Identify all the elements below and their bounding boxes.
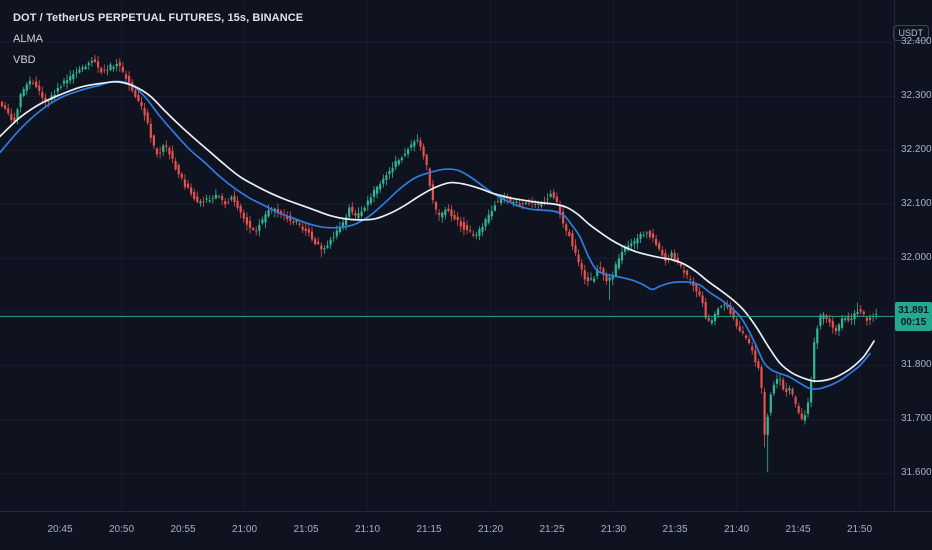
price-tick-label: 32.400 xyxy=(901,36,932,47)
alma-indicator-line xyxy=(0,80,875,383)
time-tick-label: 21:35 xyxy=(662,524,688,535)
time-tick-label: 20:50 xyxy=(108,524,135,535)
time-tick-label: 21:20 xyxy=(477,524,504,535)
last-price-value: 31.891 xyxy=(898,305,929,316)
candles-layer xyxy=(0,54,878,473)
time-tick-label: 21:30 xyxy=(600,524,627,535)
grid-layer xyxy=(0,42,894,475)
symbol-title[interactable]: DOT / TetherUS PERPETUAL FUTURES, 15s, B… xyxy=(13,12,304,24)
price-tick-label: 32.100 xyxy=(901,197,932,209)
time-tick-label: 21:00 xyxy=(231,524,258,535)
time-tick-label: 20:45 xyxy=(47,524,73,535)
vbd-indicator-line xyxy=(0,80,871,390)
price-tick-label: 31.800 xyxy=(901,359,932,371)
bar-countdown: 00:15 xyxy=(900,317,927,328)
time-tick-label: 21:25 xyxy=(539,524,565,535)
price-tick-label: 32.200 xyxy=(901,143,932,155)
chart-legend: DOT / TetherUS PERPETUAL FUTURES, 15s, B… xyxy=(13,12,303,66)
price-tick-label: 31.700 xyxy=(901,413,932,425)
price-tick-label: 31.600 xyxy=(901,467,932,479)
price-tick-label: 32.000 xyxy=(901,251,932,263)
time-tick-label: 21:50 xyxy=(846,524,873,535)
price-tick-label: 32.300 xyxy=(901,89,932,101)
indicator-label-alma[interactable]: ALMA xyxy=(13,33,43,45)
currency-unit-toggle[interactable]: USDT xyxy=(892,25,929,41)
time-tick-label: 21:15 xyxy=(416,524,442,535)
time-tick-label: 21:05 xyxy=(293,524,319,535)
last-price-label: 31.891 00:15 xyxy=(895,302,932,331)
time-tick-label: 20:55 xyxy=(170,524,196,535)
time-axis[interactable]: 20:45 20:50 20:55 21:00 21:05 21:10 21:15 21:20… xyxy=(0,511,932,550)
time-tick-label: 21:45 xyxy=(785,524,811,535)
indicator-label-vbd[interactable]: VBD xyxy=(13,54,36,66)
price-axis[interactable]: USDT 32.400 32.300 32.200 32.100 32.000 31.80… xyxy=(892,0,932,512)
time-tick-label: 21:10 xyxy=(354,524,381,535)
time-tick-label: 21:40 xyxy=(723,524,750,535)
